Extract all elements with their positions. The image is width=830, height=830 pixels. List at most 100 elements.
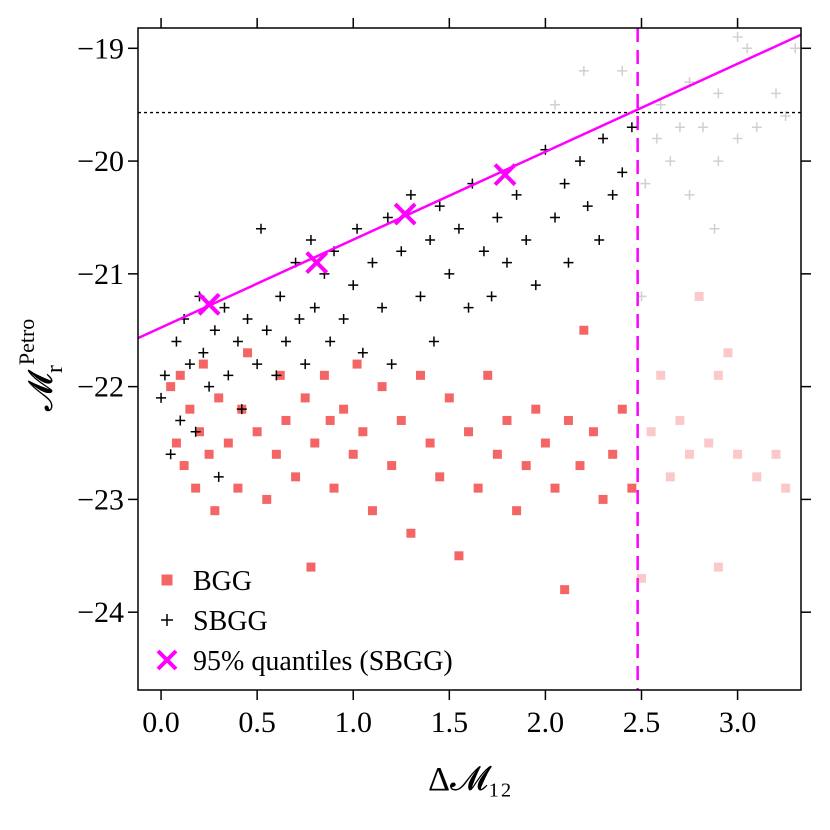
point [697,122,708,133]
point [675,415,685,425]
point [309,302,320,313]
point [291,472,301,482]
point [198,359,208,369]
point [685,449,695,459]
point [492,212,503,223]
point [305,251,329,274]
legend-marker [161,614,173,626]
point [454,551,464,561]
point [704,438,714,448]
point [223,438,233,448]
y-label-sup: Petro [14,319,39,365]
y-axis-label: 𝓜rPetro [14,319,68,412]
point [382,212,393,223]
point [559,178,570,189]
point [617,167,628,178]
point [325,336,336,347]
point [501,257,512,268]
point [358,427,368,437]
point [252,427,262,437]
point [387,461,397,471]
point [425,438,435,448]
point [262,494,272,504]
point [636,291,647,302]
point [617,404,627,414]
point [752,472,762,482]
point [530,280,541,291]
point [588,427,598,437]
point [294,313,305,324]
point [771,449,781,459]
point [393,202,417,226]
point [310,438,320,448]
fit-line [138,33,801,340]
point [300,359,311,370]
point [636,573,646,583]
legend-label: 95% quantiles (SBGG) [193,646,453,677]
point [255,223,266,234]
legend-label: SBGG [193,606,268,637]
point [159,370,170,381]
point [329,483,339,493]
point [185,404,195,414]
point [575,461,585,471]
point [405,189,416,200]
y-tick-label: −23 [77,483,124,516]
point [271,449,281,459]
point [521,461,531,471]
point [665,472,675,482]
point [425,235,436,246]
point [281,415,291,425]
point [352,359,362,369]
point [780,110,791,121]
point [751,122,762,133]
point [198,347,209,358]
point [306,562,316,572]
point [444,393,454,403]
point [709,223,720,234]
point [665,156,676,167]
point [219,302,230,313]
point [617,65,628,76]
point [550,99,561,110]
point [305,235,316,246]
point [166,382,176,392]
point [171,336,182,347]
point [563,415,573,425]
point [651,133,662,144]
point [175,370,185,380]
point [540,438,550,448]
point [300,393,310,403]
x-tick-label: 2.0 [527,706,565,739]
point [771,88,782,99]
point [386,359,397,370]
point [655,99,666,110]
point [171,438,181,448]
point [608,449,618,459]
point [511,189,522,200]
point [560,585,570,595]
point [463,302,474,313]
point [723,348,733,358]
point [434,201,445,212]
point [319,370,329,380]
point [521,235,532,246]
point [204,381,215,392]
point [492,449,502,459]
point [204,449,214,459]
point [582,201,593,212]
point [598,133,609,144]
point [444,268,455,279]
point [598,494,608,504]
point [233,483,243,493]
x-axis-label: Δ𝓜₁₂ [428,761,512,798]
y-tick-label: −21 [77,258,124,291]
point [713,370,723,380]
point [190,426,201,437]
point [486,291,497,302]
y-tick-label: −20 [77,145,124,178]
point [483,370,493,380]
point [626,122,637,133]
legend-marker [161,574,173,586]
point [656,370,666,380]
